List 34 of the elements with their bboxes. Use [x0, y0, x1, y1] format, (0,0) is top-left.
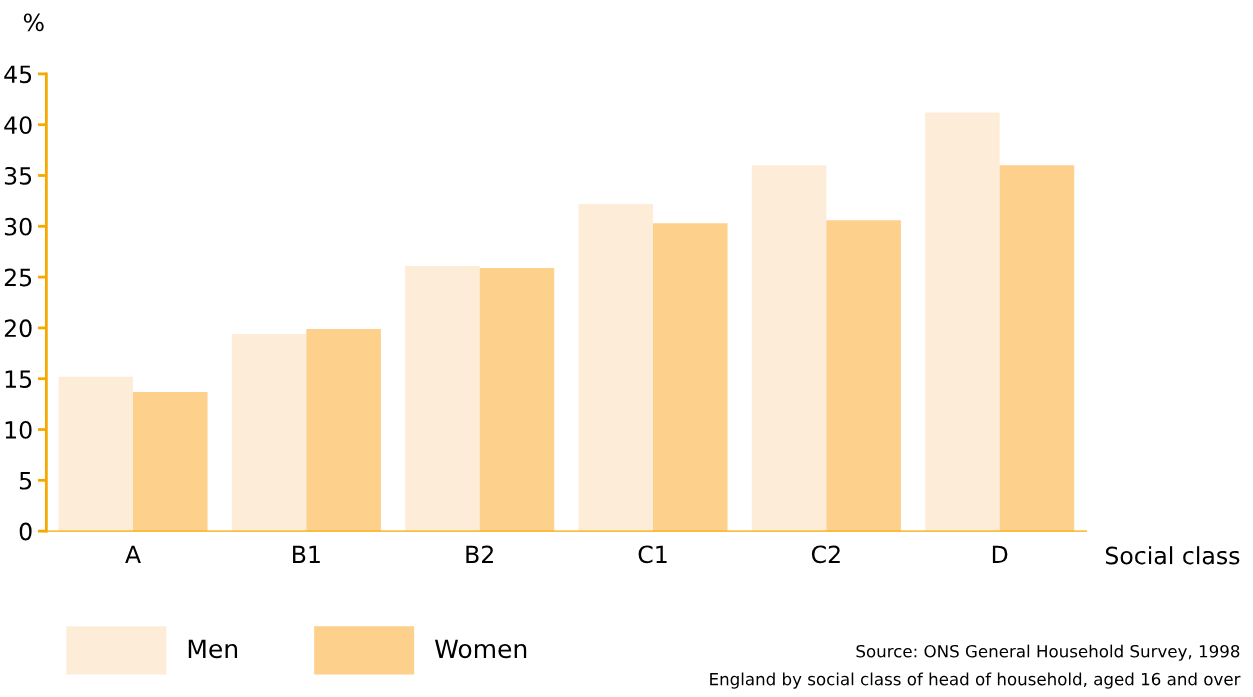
- x-tick-label: D: [992, 545, 1008, 563]
- y-tick-label: 40: [4, 116, 32, 134]
- bar: [479, 267, 555, 532]
- x-tick-label: A: [125, 545, 141, 563]
- y-tick-label: 15: [5, 370, 32, 389]
- text: England by social class of head of household, aged 16 and over: [710, 672, 1241, 689]
- y-axis-title: %: [23, 13, 44, 32]
- bar: [925, 112, 1000, 532]
- y-tick-label: 30: [4, 217, 32, 236]
- y-tick-label: 25: [4, 268, 32, 287]
- bar: [58, 376, 134, 532]
- legend-label: Men: [188, 639, 238, 659]
- bar: [231, 334, 307, 532]
- bar: [999, 165, 1075, 532]
- bar: [578, 203, 654, 532]
- x-axis-title: Social class: [1105, 546, 1240, 565]
- y-tick-label: 0: [19, 522, 32, 541]
- x-tick-label: B2: [466, 545, 493, 563]
- bar: [653, 223, 728, 532]
- x-tick-label: C1: [638, 545, 667, 564]
- y-tick-label: 20: [4, 319, 32, 338]
- bar: [405, 265, 480, 532]
- y-tick-label: 10: [5, 420, 32, 439]
- bar: [306, 328, 381, 532]
- y-tick-label: 45: [4, 65, 32, 84]
- y-tick-label: 5: [19, 472, 32, 490]
- x-tick-label: B1: [293, 545, 320, 563]
- bar: [826, 220, 901, 532]
- source-note: Source: ONS General Household Survey, 1998: [856, 644, 1240, 661]
- x-tick-label: C2: [811, 545, 840, 564]
- bar: [133, 391, 208, 532]
- y-tick-label: 35: [4, 166, 32, 185]
- legend-label: Women: [434, 639, 527, 659]
- bar: [751, 165, 827, 532]
